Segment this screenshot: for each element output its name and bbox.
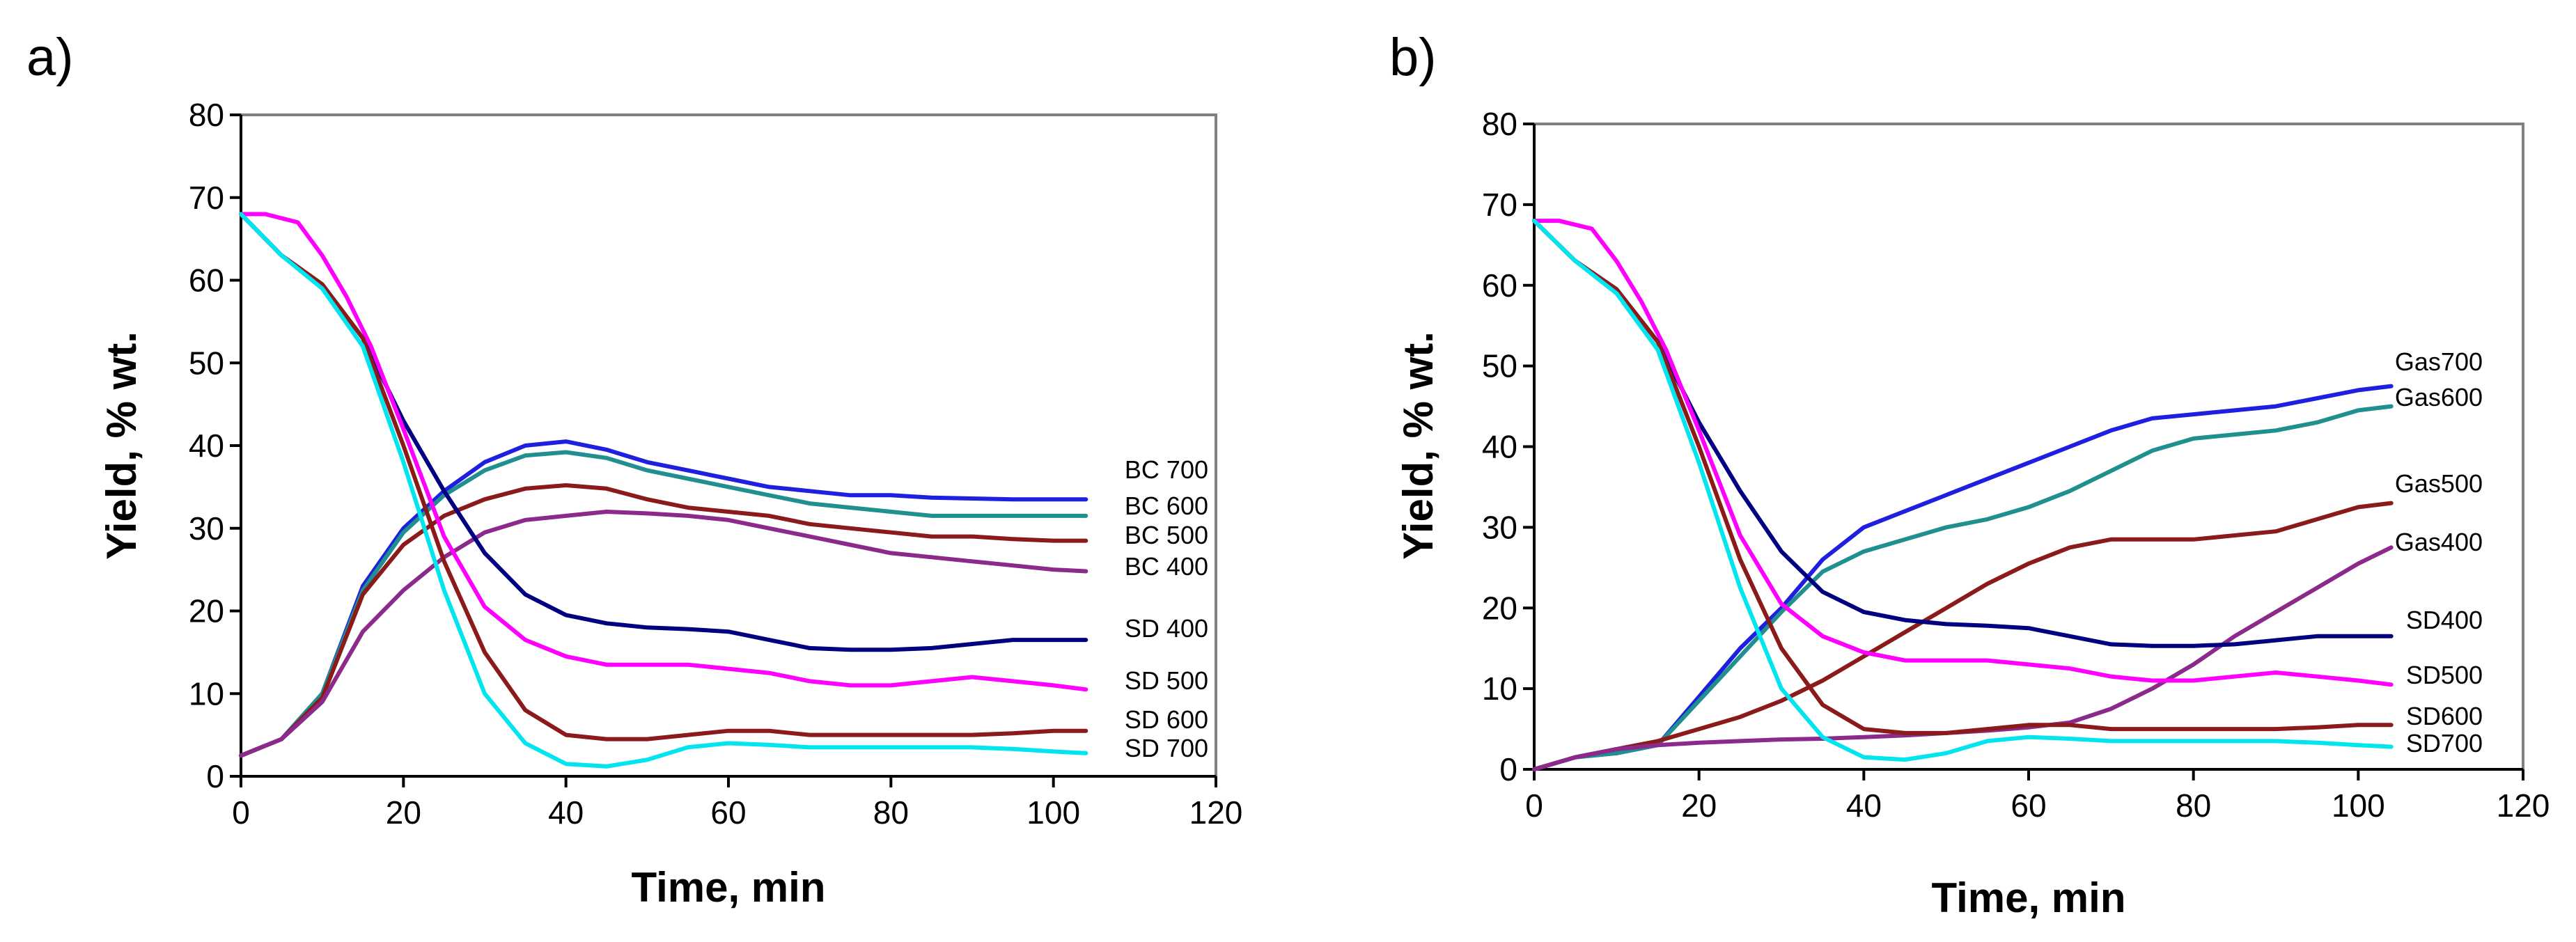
y-tick-label: 60 bbox=[189, 262, 224, 299]
x-ticks: 0 20 40 60 80 100 120 bbox=[1525, 769, 2550, 824]
series-label: SD 400 bbox=[1125, 614, 1208, 643]
x-tick-label: 100 bbox=[1027, 794, 1080, 831]
series-line-gas700 bbox=[1532, 384, 2394, 771]
series-line-bc-400 bbox=[239, 510, 1088, 758]
y-tick-label: 40 bbox=[1482, 429, 1517, 465]
x-axis-title: Time, min bbox=[632, 864, 826, 911]
chart-panel-a: a) 0 20 40 60 80 100 120 0 10 20 30 40 50 60 70 80 BC … bbox=[26, 28, 1242, 911]
series-label: SD 600 bbox=[1125, 705, 1208, 734]
series-label: SD600 bbox=[2406, 702, 2483, 730]
chart-panel-b: b) 0 20 40 60 80 100 120 0 10 20 30 40 50 60 70 80 Gas… bbox=[1389, 28, 2550, 921]
y-tick-label: 20 bbox=[189, 593, 224, 629]
series-line-sd500 bbox=[1532, 219, 2394, 687]
y-tick-label: 40 bbox=[189, 427, 224, 464]
x-tick-label: 40 bbox=[548, 794, 584, 831]
series-line-bc-500 bbox=[239, 483, 1088, 758]
y-tick-label: 60 bbox=[1482, 267, 1517, 304]
x-axis-title: Time, min bbox=[1932, 874, 2126, 921]
panel-label: a) bbox=[26, 28, 74, 87]
y-tick-label: 80 bbox=[189, 97, 224, 133]
series-label: BC 500 bbox=[1125, 521, 1208, 549]
x-tick-label: 60 bbox=[710, 794, 746, 831]
x-tick-label: 100 bbox=[2332, 787, 2385, 824]
series-label: Gas600 bbox=[2395, 383, 2483, 411]
series-label: SD500 bbox=[2406, 661, 2483, 689]
x-tick-label: 120 bbox=[1189, 794, 1243, 831]
series-label: Gas700 bbox=[2395, 347, 2483, 376]
panel-label: b) bbox=[1389, 28, 1437, 87]
y-ticks: 0 10 20 30 40 50 60 70 80 bbox=[189, 97, 241, 794]
series-line-sd-500 bbox=[239, 212, 1088, 692]
y-tick-label: 0 bbox=[206, 758, 224, 794]
x-tick-label: 40 bbox=[1846, 787, 1882, 824]
x-ticks: 0 20 40 60 80 100 120 bbox=[232, 776, 1242, 831]
series-line-bc-600 bbox=[239, 450, 1088, 758]
series-label: SD 700 bbox=[1125, 734, 1208, 762]
series-lines bbox=[1532, 219, 2394, 771]
series-label: SD 500 bbox=[1125, 666, 1208, 695]
y-tick-label: 50 bbox=[1482, 348, 1517, 384]
y-tick-label: 70 bbox=[189, 180, 224, 216]
series-label: SD700 bbox=[2406, 729, 2483, 757]
series-label: BC 400 bbox=[1125, 552, 1208, 581]
y-axis-title: Yield, % wt. bbox=[1395, 331, 1442, 560]
y-ticks: 0 10 20 30 40 50 60 70 80 bbox=[1482, 106, 1534, 787]
series-line-sd700 bbox=[1532, 219, 2394, 762]
plot-area-frame bbox=[240, 113, 1217, 778]
series-label: Gas400 bbox=[2395, 528, 2483, 556]
y-tick-label: 50 bbox=[189, 345, 224, 381]
y-tick-label: 20 bbox=[1482, 590, 1517, 626]
x-tick-label: 0 bbox=[232, 794, 250, 831]
x-tick-label: 120 bbox=[2497, 787, 2550, 824]
x-tick-label: 20 bbox=[386, 794, 421, 831]
y-tick-label: 80 bbox=[1482, 106, 1517, 142]
series-label: BC 600 bbox=[1125, 492, 1208, 520]
y-tick-label: 10 bbox=[189, 675, 224, 712]
x-tick-label: 80 bbox=[873, 794, 909, 831]
x-tick-label: 80 bbox=[2176, 787, 2211, 824]
series-line-gas500 bbox=[1532, 501, 2394, 771]
x-tick-label: 20 bbox=[1681, 787, 1717, 824]
series-line-sd-700 bbox=[239, 212, 1088, 769]
series-line-gas600 bbox=[1532, 404, 2394, 771]
series-line-bc-700 bbox=[239, 439, 1088, 758]
series-label: Gas500 bbox=[2395, 469, 2483, 498]
series-labels: Gas700 Gas600 Gas500 Gas400 SD400 SD500 SD600S… bbox=[2395, 347, 2483, 757]
y-tick-label: 30 bbox=[189, 510, 224, 547]
series-line-sd-600 bbox=[239, 212, 1088, 741]
series-label: BC 700 bbox=[1125, 455, 1208, 484]
y-tick-label: 70 bbox=[1482, 187, 1517, 223]
y-tick-label: 10 bbox=[1482, 670, 1517, 707]
x-tick-label: 60 bbox=[2011, 787, 2046, 824]
y-axis-title: Yield, % wt. bbox=[98, 331, 145, 560]
series-line-sd600 bbox=[1532, 219, 2394, 735]
x-tick-label: 0 bbox=[1525, 787, 1543, 824]
y-tick-label: 0 bbox=[1499, 751, 1517, 787]
y-tick-label: 30 bbox=[1482, 509, 1517, 545]
plot-area-frame bbox=[1533, 123, 2524, 771]
series-lines bbox=[239, 212, 1088, 769]
series-label: SD400 bbox=[2406, 606, 2483, 634]
